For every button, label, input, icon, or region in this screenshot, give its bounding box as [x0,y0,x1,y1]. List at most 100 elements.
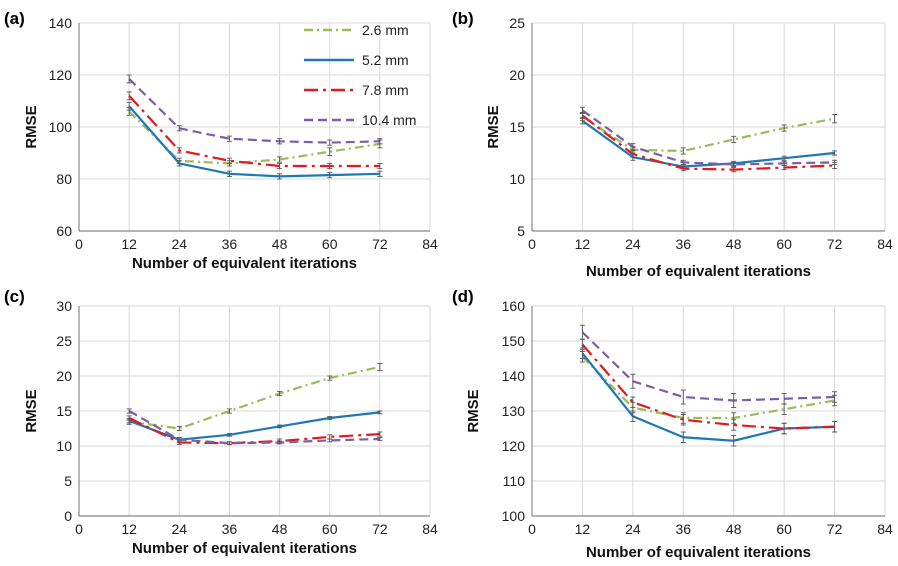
y-axis-label: RMSE [465,389,482,432]
error-bar [327,375,333,381]
error-bar [377,362,383,371]
series-line [581,331,835,402]
error-bar [176,425,182,432]
error-bar [226,441,232,446]
error-bar [277,424,283,429]
series-line [128,78,380,144]
y-tick-label: 25 [509,15,525,31]
legend-label: 2.6 mm [362,22,409,38]
error-bar [781,422,787,435]
x-tick-label: 36 [675,236,691,252]
error-bar [377,437,383,441]
x-tick-label: 60 [322,521,338,537]
series-line [128,105,380,178]
series-line [581,119,835,168]
error-bar [731,393,737,408]
error-bar [579,106,585,114]
y-tick-label: 15 [509,119,525,135]
y-tick-label: 25 [56,333,72,349]
panel-label: (b) [452,9,474,28]
error-bar [680,159,686,165]
x-tick-label: 48 [272,236,288,252]
error-bar [176,125,182,132]
legend: 2.6 mm 5.2 mm 7.8 mm 10.4 mm [304,22,416,128]
error-bar [832,421,838,433]
y-tick-label: 150 [502,333,526,349]
x-tick-label: 48 [272,521,288,537]
legend-label: 5.2 mm [362,52,409,68]
error-bar [327,416,333,420]
error-bar [226,157,232,164]
y-tick-label: 30 [56,298,72,314]
error-bar [277,173,283,180]
y-tick-label: 20 [509,67,525,83]
error-bar [680,147,686,155]
error-bar [176,160,182,167]
error-bar [377,431,383,437]
x-tick-label: 84 [422,521,438,537]
x-tick-label: 12 [121,236,137,252]
x-tick-label: 60 [776,236,792,252]
series-line [581,352,835,442]
x-tick-label: 84 [877,236,893,252]
series-line [581,109,835,166]
x-tick-label: 84 [877,521,893,537]
x-tick-label: 60 [322,236,338,252]
x-tick-label: 36 [222,521,238,537]
series-line [128,410,380,445]
error-bar [377,138,383,145]
error-bar [781,155,787,161]
x-tick-label: 72 [827,236,843,252]
x-tick-label: 72 [827,521,843,537]
error-bar [277,156,283,163]
y-axis-label: RMSE [23,105,40,148]
error-bar [680,166,686,172]
panel-label: (d) [452,287,474,306]
error-bar [126,415,132,421]
x-tick-label: 48 [726,521,742,537]
y-tick-label: 0 [64,508,72,524]
series-line [128,95,380,168]
series-line [128,417,380,445]
error-bar [226,432,232,437]
y-tick-label: 20 [56,368,72,384]
y-tick-label: 5 [64,473,72,489]
panel-3: 0 12 24 36 48 60 72 84 0 5 10 15 20 25 30 Number of equ… [4,287,438,557]
series-line [128,365,381,430]
x-tick-label: 48 [726,236,742,252]
error-bar [226,408,232,414]
y-tick-label: 100 [49,119,73,135]
error-bar [277,390,283,397]
series-line [581,343,835,430]
x-axis-label: Number of equivalent iterations [586,263,811,280]
error-bar [630,150,636,158]
legend-label: 10.4 mm [362,112,416,128]
x-tick-label: 24 [625,236,641,252]
x-tick-label: 0 [528,236,536,252]
x-axis-label: Number of equivalent iterations [132,540,357,557]
y-tick-label: 5 [517,223,525,239]
error-bar [176,437,182,443]
x-tick-label: 0 [75,521,83,537]
error-bar [327,172,333,179]
error-bar [832,159,838,165]
x-axis-label: Number of equivalent iterations [132,255,357,272]
x-tick-label: 0 [528,521,536,537]
error-bar [832,391,838,403]
x-tick-label: 12 [121,521,137,537]
error-bar [630,373,636,389]
error-bar [176,147,182,154]
error-bar [630,410,636,422]
error-bar [377,170,383,177]
error-bar [579,324,585,340]
error-bar [126,91,132,101]
y-tick-label: 140 [49,15,73,31]
error-bar [630,143,636,151]
legend-label: 7.8 mm [362,82,409,98]
error-bar [126,74,132,84]
x-tick-label: 60 [776,521,792,537]
error-bar [327,162,333,170]
error-bar [226,170,232,177]
y-tick-label: 10 [509,171,525,187]
